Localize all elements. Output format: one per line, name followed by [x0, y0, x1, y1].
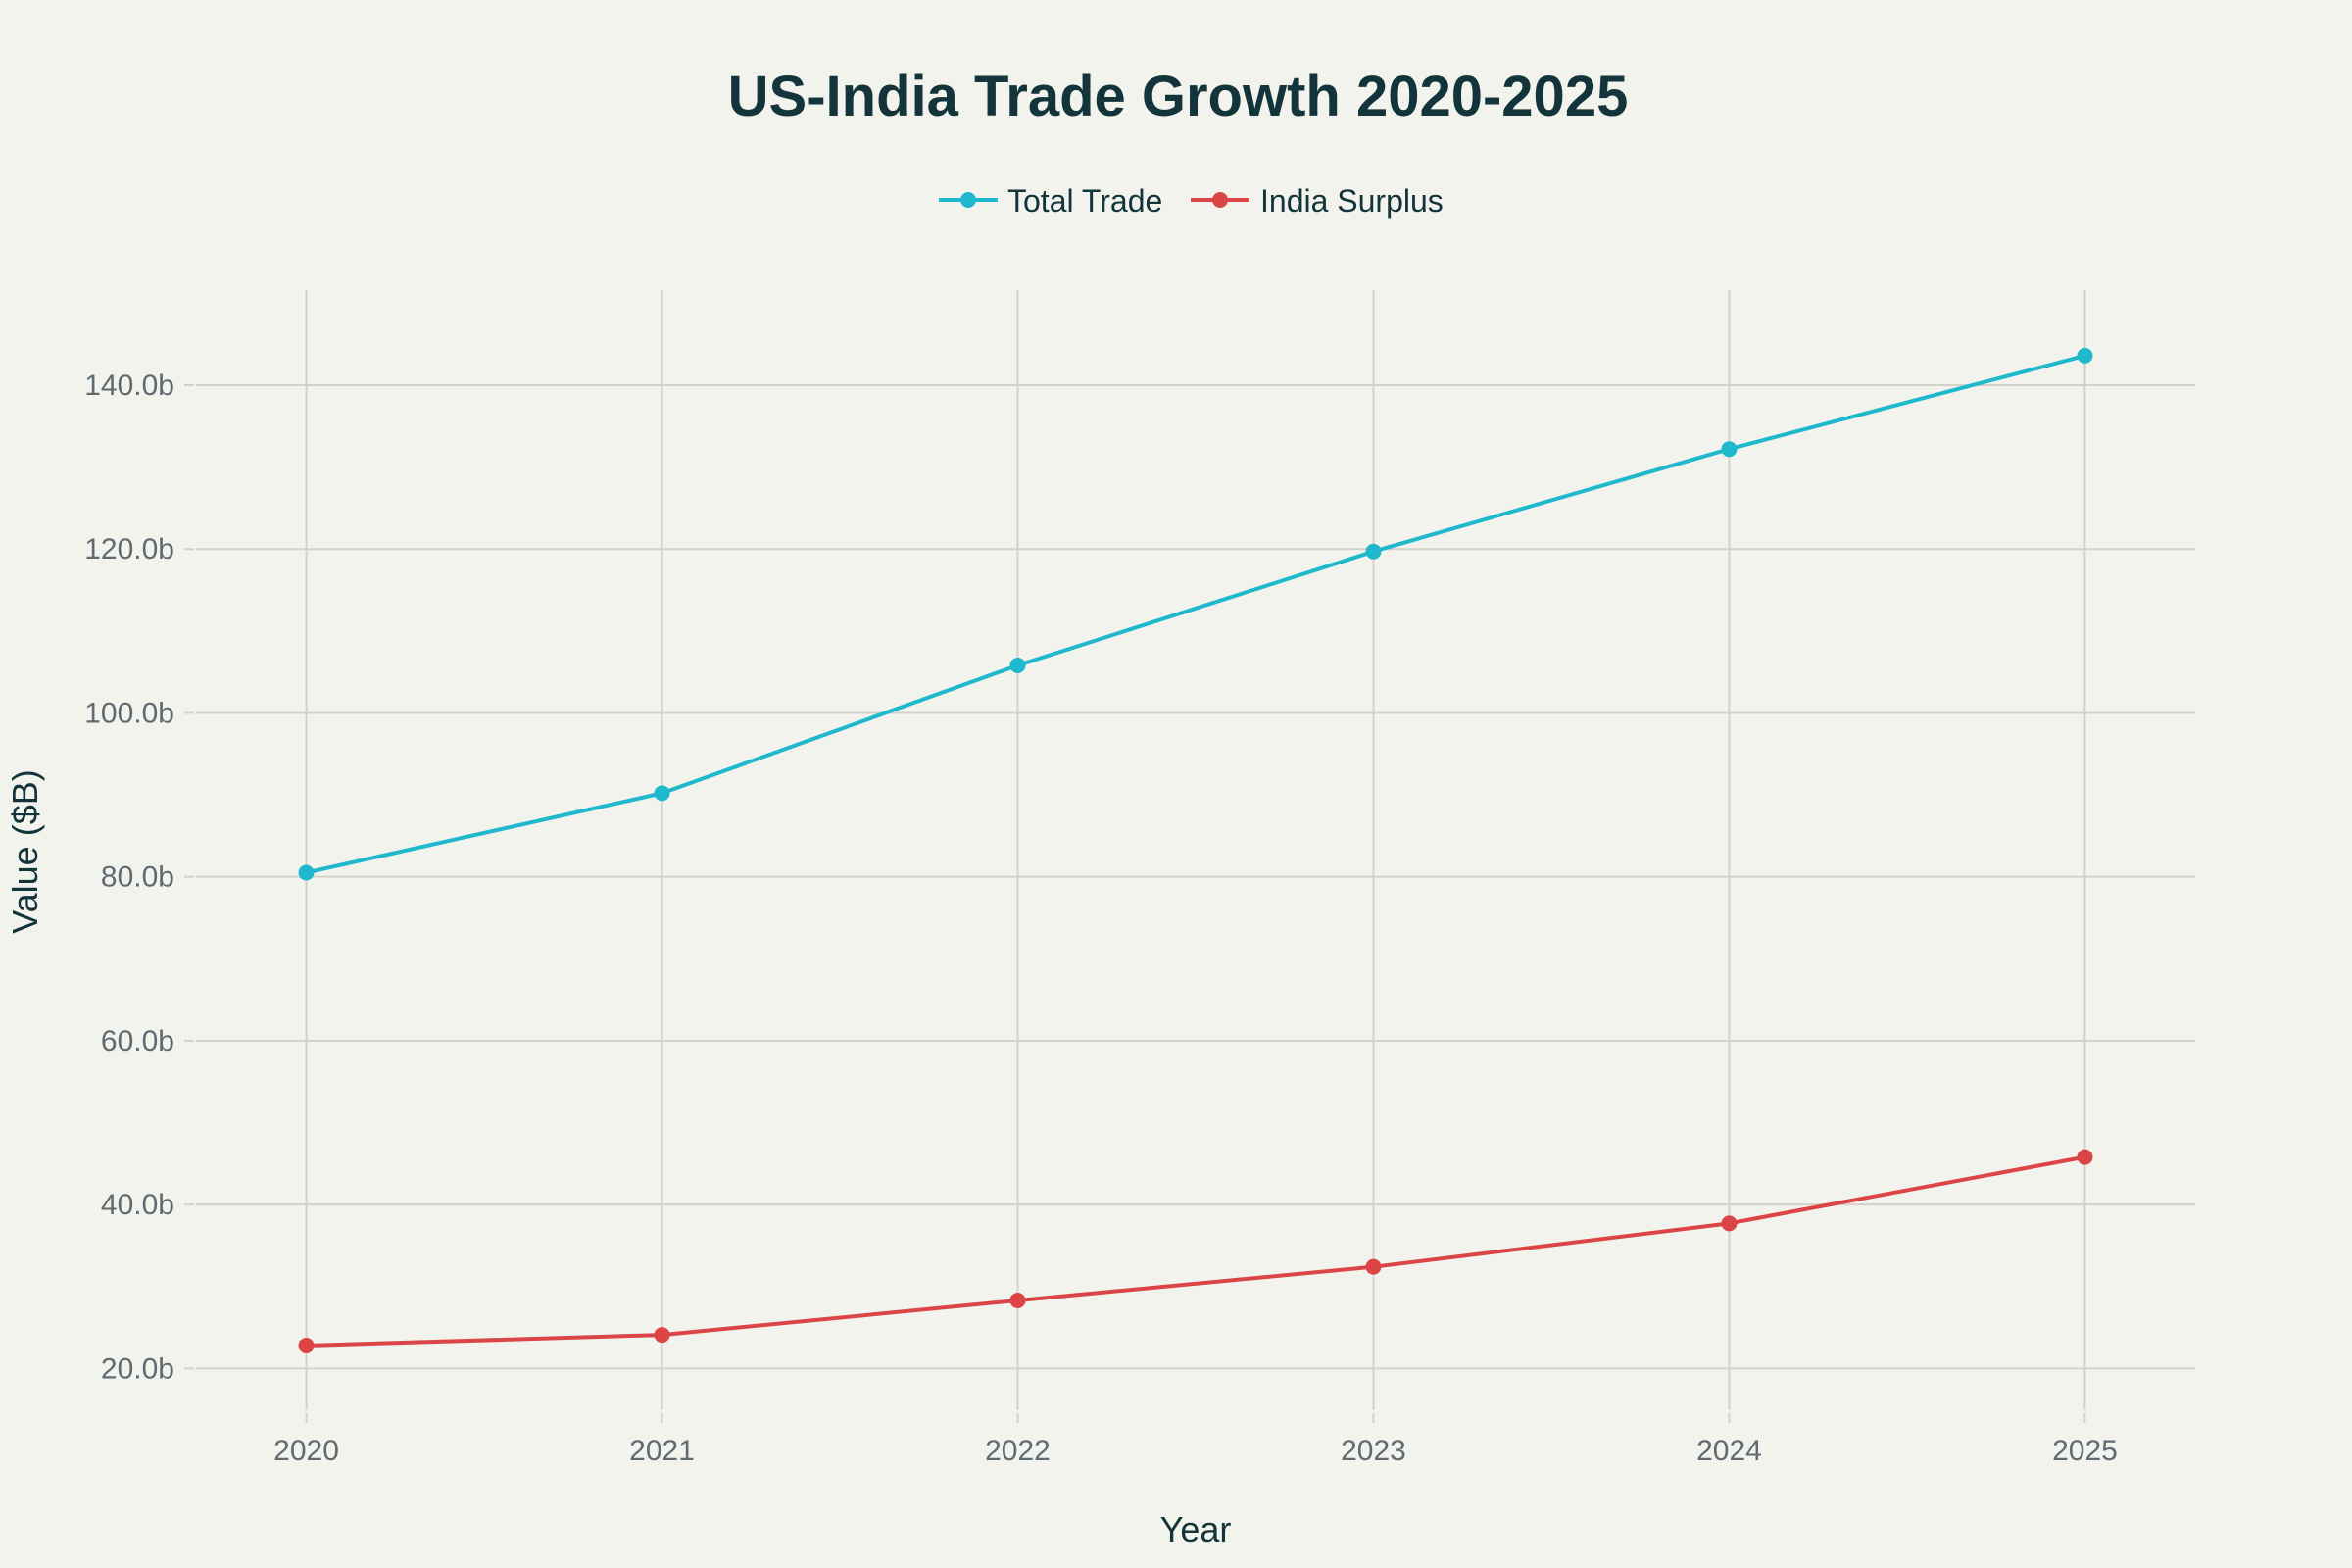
chart-title: US-India Trade Growth 2020-2025	[728, 65, 1629, 128]
x-tick-label: 2020	[273, 1435, 339, 1467]
x-axis-title: Year	[1160, 1509, 1232, 1549]
axis-layer: 20.0b 40.0b 60.0b 80.0b 100.0b 120.0b 140.0b 20…	[84, 369, 2118, 1467]
data-point-total-trade-2020[interactable]	[298, 864, 315, 881]
y-tick-label: 20.0b	[101, 1352, 174, 1385]
data-point-india-surplus-2020[interactable]	[298, 1337, 315, 1353]
series-layer	[298, 347, 2093, 1353]
data-point-india-surplus-2025[interactable]	[2077, 1149, 2093, 1165]
x-tick-label: 2021	[629, 1435, 695, 1467]
x-tick-label: 2024	[1696, 1435, 1762, 1467]
legend-marker-india-surplus	[1212, 192, 1228, 208]
x-tick-label: 2022	[985, 1435, 1051, 1467]
data-point-total-trade-2023[interactable]	[1365, 543, 1382, 560]
y-tick-label: 80.0b	[101, 861, 174, 894]
legend-item-total-trade[interactable]: Total Trade	[939, 183, 1162, 219]
x-tick-label: 2023	[1341, 1435, 1406, 1467]
series-total-trade	[298, 347, 2093, 881]
data-point-india-surplus-2023[interactable]	[1365, 1258, 1382, 1275]
y-axis-title: Value ($B)	[5, 769, 45, 933]
data-point-total-trade-2021[interactable]	[654, 785, 670, 802]
grid-layer	[196, 290, 2195, 1410]
y-tick-label: 60.0b	[101, 1025, 174, 1057]
series-india-surplus	[298, 1149, 2093, 1353]
data-point-total-trade-2025[interactable]	[2077, 347, 2093, 364]
legend: Total Trade India Surplus	[939, 183, 1444, 219]
legend-label-india-surplus: India Surplus	[1260, 183, 1444, 219]
x-tick-label: 2025	[2052, 1435, 2118, 1467]
data-point-total-trade-2024[interactable]	[1721, 441, 1738, 458]
series-line-india-surplus	[306, 1154, 2085, 1348]
y-tick-label: 120.0b	[84, 533, 174, 565]
legend-label-total-trade: Total Trade	[1007, 183, 1162, 219]
data-point-india-surplus-2024[interactable]	[1721, 1215, 1738, 1232]
data-point-total-trade-2022[interactable]	[1009, 657, 1026, 673]
y-tick-label: 100.0b	[84, 697, 174, 729]
legend-marker-total-trade	[960, 192, 976, 208]
legend-item-india-surplus[interactable]: India Surplus	[1191, 183, 1444, 219]
data-point-india-surplus-2021[interactable]	[654, 1327, 670, 1344]
y-tick-label: 40.0b	[101, 1189, 174, 1221]
data-point-india-surplus-2022[interactable]	[1009, 1292, 1026, 1308]
series-line-total-trade	[306, 353, 2085, 875]
y-tick-label: 140.0b	[84, 369, 174, 402]
